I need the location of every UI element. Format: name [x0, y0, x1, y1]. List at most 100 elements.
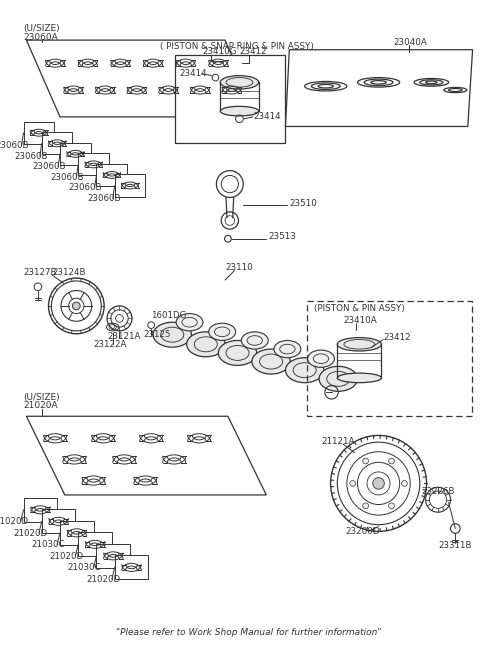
Ellipse shape — [176, 314, 203, 331]
Polygon shape — [24, 498, 57, 522]
Polygon shape — [92, 434, 115, 441]
Polygon shape — [121, 183, 139, 189]
Polygon shape — [49, 517, 68, 524]
Polygon shape — [42, 132, 72, 155]
Ellipse shape — [337, 337, 382, 351]
Polygon shape — [127, 87, 146, 94]
Text: 1601DG: 1601DG — [151, 311, 187, 320]
Polygon shape — [30, 130, 48, 136]
Polygon shape — [104, 553, 123, 560]
Polygon shape — [31, 507, 50, 514]
Text: 23121A: 23121A — [107, 332, 140, 341]
Text: 23060B: 23060B — [32, 162, 66, 172]
Polygon shape — [85, 542, 105, 548]
Text: (U/SIZE): (U/SIZE) — [24, 24, 60, 33]
Polygon shape — [115, 174, 145, 196]
Polygon shape — [85, 162, 102, 168]
Polygon shape — [60, 143, 91, 165]
Polygon shape — [96, 164, 127, 186]
Polygon shape — [31, 506, 50, 512]
Polygon shape — [140, 434, 163, 441]
Circle shape — [402, 481, 408, 486]
Polygon shape — [63, 457, 86, 464]
Polygon shape — [46, 60, 65, 67]
Text: ( PISTON & SNAP RING & PIN ASSY): ( PISTON & SNAP RING & PIN ASSY) — [160, 43, 313, 51]
Polygon shape — [78, 153, 109, 176]
Polygon shape — [188, 434, 211, 441]
Polygon shape — [30, 129, 48, 135]
Text: 23510: 23510 — [289, 198, 317, 208]
Text: 23060B: 23060B — [50, 173, 84, 182]
Polygon shape — [44, 436, 67, 443]
Polygon shape — [176, 59, 195, 66]
Polygon shape — [78, 59, 97, 66]
Ellipse shape — [187, 332, 225, 357]
Ellipse shape — [274, 341, 301, 358]
Polygon shape — [159, 86, 178, 93]
Polygon shape — [111, 59, 130, 66]
Polygon shape — [26, 417, 266, 495]
Polygon shape — [78, 533, 112, 556]
Polygon shape — [191, 87, 210, 94]
Polygon shape — [67, 529, 86, 536]
Polygon shape — [103, 172, 120, 178]
Polygon shape — [113, 455, 136, 462]
Text: 21030C: 21030C — [31, 540, 65, 550]
Polygon shape — [85, 161, 102, 166]
Polygon shape — [209, 59, 228, 66]
Polygon shape — [42, 510, 75, 533]
Polygon shape — [144, 59, 163, 66]
Text: 23226B: 23226B — [422, 487, 455, 496]
Text: 23410G: 23410G — [202, 47, 237, 56]
Text: (PISTON & PIN ASSY): (PISTON & PIN ASSY) — [314, 305, 405, 313]
Polygon shape — [78, 60, 97, 67]
Text: 23414: 23414 — [254, 113, 281, 121]
Polygon shape — [188, 436, 211, 443]
Polygon shape — [163, 457, 186, 464]
Ellipse shape — [220, 75, 259, 89]
Text: 23060A: 23060A — [24, 33, 58, 42]
Polygon shape — [92, 436, 115, 443]
Polygon shape — [140, 436, 163, 443]
Polygon shape — [63, 455, 86, 462]
Polygon shape — [111, 60, 130, 67]
Polygon shape — [96, 87, 115, 94]
Polygon shape — [64, 87, 83, 94]
Circle shape — [72, 302, 80, 310]
Text: 23311B: 23311B — [438, 541, 471, 550]
Polygon shape — [286, 50, 473, 126]
Text: 23200D: 23200D — [345, 527, 380, 536]
Text: 23060B: 23060B — [69, 183, 102, 193]
Polygon shape — [191, 86, 210, 93]
Polygon shape — [121, 182, 139, 188]
Text: 21020D: 21020D — [49, 552, 84, 561]
Text: 21020D: 21020D — [0, 517, 29, 527]
Circle shape — [363, 503, 369, 509]
Polygon shape — [64, 86, 83, 93]
Polygon shape — [176, 60, 195, 67]
Polygon shape — [49, 519, 68, 525]
Text: 23412: 23412 — [240, 47, 267, 56]
Text: 21030C: 21030C — [68, 563, 101, 572]
Polygon shape — [46, 59, 65, 66]
Polygon shape — [115, 555, 148, 580]
Polygon shape — [159, 87, 178, 94]
Text: 23060B: 23060B — [87, 194, 120, 203]
Ellipse shape — [218, 341, 257, 365]
Polygon shape — [67, 151, 84, 157]
Polygon shape — [144, 60, 163, 67]
Polygon shape — [48, 140, 66, 145]
Polygon shape — [26, 40, 259, 117]
Text: 23060B: 23060B — [14, 152, 48, 160]
Text: 23414: 23414 — [179, 69, 206, 78]
Text: 21020D: 21020D — [86, 575, 120, 584]
Polygon shape — [103, 173, 120, 178]
Text: 23513: 23513 — [268, 233, 296, 241]
Polygon shape — [134, 477, 157, 485]
Polygon shape — [82, 477, 105, 485]
Text: 23124B: 23124B — [52, 268, 86, 277]
Ellipse shape — [252, 349, 290, 374]
Polygon shape — [222, 87, 241, 94]
Text: 21020D: 21020D — [13, 529, 47, 538]
Polygon shape — [96, 544, 130, 568]
